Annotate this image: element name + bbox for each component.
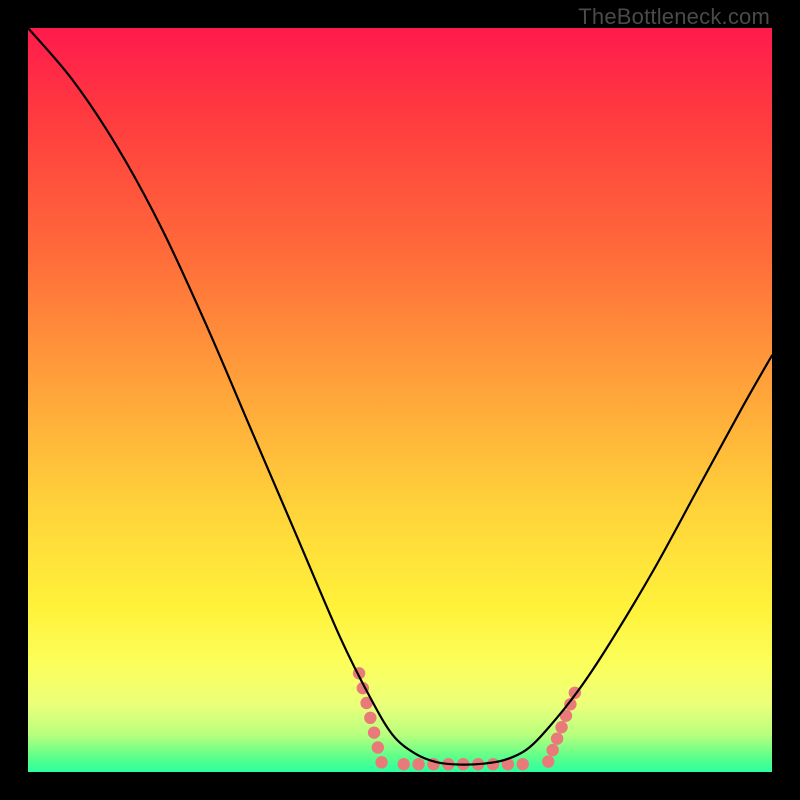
data-marker bbox=[555, 721, 567, 733]
data-marker bbox=[546, 744, 558, 756]
data-marker bbox=[551, 732, 563, 744]
data-marker bbox=[368, 726, 380, 738]
chart-background bbox=[28, 28, 772, 772]
data-marker bbox=[412, 758, 424, 770]
data-marker bbox=[542, 755, 554, 767]
data-marker bbox=[372, 741, 384, 753]
bottleneck-chart-container: TheBottleneck.com bbox=[0, 0, 800, 800]
watermark-text: TheBottleneck.com bbox=[578, 4, 770, 30]
data-marker bbox=[517, 758, 529, 770]
data-marker bbox=[364, 712, 376, 724]
data-marker bbox=[375, 756, 387, 768]
data-marker bbox=[398, 758, 410, 770]
data-marker bbox=[487, 758, 499, 770]
bottleneck-curve-chart bbox=[0, 0, 800, 800]
